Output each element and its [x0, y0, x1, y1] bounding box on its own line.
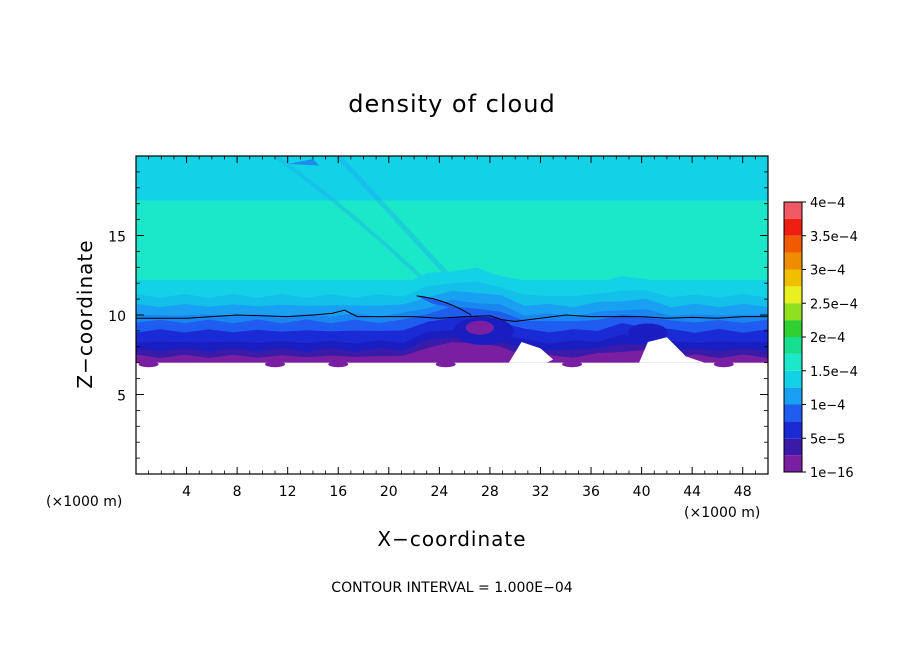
- x-tick-label: 36: [582, 484, 600, 500]
- plot-field: [136, 156, 768, 474]
- field-streak: [287, 159, 320, 166]
- colorbar-tick-label: 2e−4: [810, 331, 845, 346]
- field-base-lobe: [138, 361, 159, 368]
- field-clear-air: [136, 362, 768, 474]
- x-tick-label: 8: [233, 484, 242, 500]
- colorbar-swatch: [784, 303, 802, 321]
- colorbar-tick-label: 3.5e−4: [810, 230, 858, 245]
- colorbar-tick-label: 1.5e−4: [810, 365, 858, 380]
- colorbar-swatch: [784, 353, 802, 371]
- field-hole: [639, 337, 705, 363]
- x-tick-label: 40: [633, 484, 651, 500]
- y-tick-label: 10: [108, 309, 126, 325]
- y-axis-ticks: 5 10 15: [108, 171, 768, 459]
- colorbar-swatch: [784, 218, 802, 236]
- colorbar-swatch: [784, 370, 802, 388]
- field-layer: [136, 342, 768, 363]
- colorbar-swatch: [784, 404, 802, 422]
- colorbar-tick-label: 2.5e−4: [810, 297, 858, 312]
- colorbar-tick-label: 4e−4: [810, 196, 845, 211]
- colorbar-swatch: [784, 235, 802, 253]
- colorbar-tick-label: 1e−4: [810, 399, 845, 414]
- colorbar-swatch: [784, 421, 802, 439]
- colorbar: 1e−16 5e−5 1e−4 1.5e−4 2e−4 2.5e−4 3e−4 3.5e−4 4…: [783, 196, 858, 481]
- y-axis-unit: (×1000 m): [46, 494, 122, 510]
- y-axis-label: Z−coordinate: [73, 239, 97, 388]
- colorbar-swatch: [784, 286, 802, 304]
- field-base-lobe: [713, 361, 734, 368]
- field-base-lobe: [328, 361, 349, 368]
- colorbar-swatch: [784, 202, 802, 219]
- y-tick-label: 15: [108, 230, 126, 246]
- colorbar-swatch: [784, 320, 802, 337]
- field-base-lobe: [435, 361, 456, 368]
- x-tick-label: 32: [532, 484, 550, 500]
- x-tick-label: 4: [182, 484, 191, 500]
- field-base-lobe: [562, 361, 583, 368]
- field-layer-band: [136, 200, 768, 281]
- colorbar-swatch: [784, 387, 802, 405]
- x-tick-label: 28: [481, 484, 499, 500]
- field-vortex-core: [465, 320, 494, 335]
- colorbar-swatch: [784, 252, 802, 270]
- field-hole: [508, 342, 554, 363]
- contour-line-crest: [416, 295, 472, 316]
- colorbar-tick-label: 5e−5: [810, 432, 845, 447]
- y-tick-label: 5: [117, 389, 126, 405]
- field-vortex: [627, 323, 668, 342]
- colorbar-swatch: [784, 337, 802, 354]
- x-tick-label: 12: [279, 484, 297, 500]
- x-axis-unit: (×1000 m): [684, 505, 760, 521]
- contour-line: [136, 309, 768, 322]
- x-tick-label: 20: [380, 484, 398, 500]
- colorbar-swatch: [784, 438, 802, 456]
- colorbar-tick-label: 1e−16: [810, 466, 854, 481]
- colorbar-swatch: [784, 269, 802, 287]
- x-axis-label: X−coordinate: [377, 527, 526, 551]
- x-axis-ticks: 4 8 12 16 20 24 28 32 36 40 44 48: [148, 156, 756, 500]
- contour-interval-note: CONTOUR INTERVAL = 1.000E−04: [331, 580, 572, 596]
- field-base-lobe: [265, 361, 286, 368]
- chart-title: density of cloud: [348, 90, 555, 118]
- x-tick-label: 48: [734, 484, 752, 500]
- field-wave-crest: [416, 295, 471, 315]
- x-tick-label: 44: [683, 484, 701, 500]
- colorbar-swatch: [784, 455, 802, 472]
- x-tick-label: 16: [329, 484, 347, 500]
- colorbar-tick-label: 3e−4: [810, 264, 845, 279]
- x-tick-label: 24: [430, 484, 448, 500]
